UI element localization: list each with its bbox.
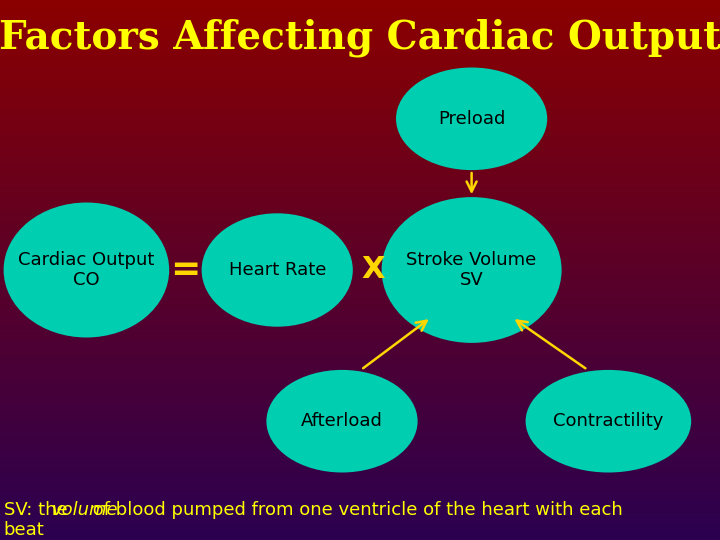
Ellipse shape	[4, 202, 169, 338]
Text: volume: volume	[51, 501, 118, 519]
Text: Contractility: Contractility	[553, 412, 664, 430]
Text: Preload: Preload	[438, 110, 505, 128]
Ellipse shape	[396, 68, 547, 170]
Text: X: X	[361, 255, 384, 285]
Ellipse shape	[202, 213, 353, 327]
Text: of blood pumped from one ventricle of the heart with each: of blood pumped from one ventricle of th…	[87, 501, 623, 519]
Ellipse shape	[266, 370, 418, 472]
Text: Heart Rate: Heart Rate	[228, 261, 326, 279]
Ellipse shape	[526, 370, 691, 472]
Text: Factors Affecting Cardiac Output: Factors Affecting Cardiac Output	[0, 18, 720, 57]
Text: SV: the: SV: the	[4, 501, 73, 519]
Text: Cardiac Output
CO: Cardiac Output CO	[18, 251, 155, 289]
Text: Afterload: Afterload	[301, 412, 383, 430]
Ellipse shape	[382, 197, 562, 343]
Text: beat: beat	[4, 521, 45, 539]
Text: Stroke Volume
SV: Stroke Volume SV	[407, 251, 536, 289]
Text: =: =	[171, 253, 201, 287]
